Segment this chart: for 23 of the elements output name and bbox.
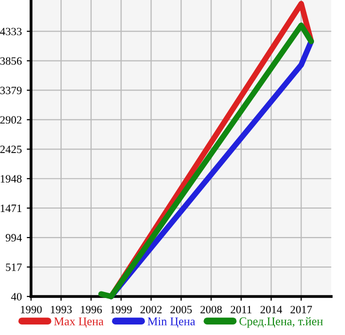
x-tick-label: 1999 xyxy=(110,306,132,314)
x-tick-label: 2002 xyxy=(140,306,162,314)
y-tick-label: 517 xyxy=(6,264,22,271)
y-tick-label: 1471 xyxy=(0,204,22,212)
y-tick-label: 1948 xyxy=(0,175,22,183)
legend-label: Min Цена xyxy=(148,317,196,328)
y-tick-label: 40 xyxy=(11,292,22,300)
x-tick-label: 2011 xyxy=(230,306,252,314)
x-tick-label: 2017 xyxy=(290,306,312,314)
x-tick-label: 1990 xyxy=(20,306,42,314)
y-tick-label: 3856 xyxy=(0,57,22,65)
x-tick-label: 1996 xyxy=(80,306,102,314)
x-tick-label: 1993 xyxy=(50,306,72,314)
y-tick-label: 4333 xyxy=(0,28,22,36)
x-tick-label: 2014 xyxy=(260,306,282,314)
y-tick-label: 994 xyxy=(6,234,22,242)
y-tick-label: 2902 xyxy=(0,116,22,124)
legend-label: Сред.Цена, т.йен xyxy=(239,317,323,328)
x-tick-label: 2008 xyxy=(200,306,222,314)
y-tick-label: 2425 xyxy=(0,146,22,154)
x-tick-label: 2005 xyxy=(170,306,192,314)
y-tick-label: 3379 xyxy=(0,86,22,94)
legend-label: Max Цена xyxy=(54,317,104,328)
